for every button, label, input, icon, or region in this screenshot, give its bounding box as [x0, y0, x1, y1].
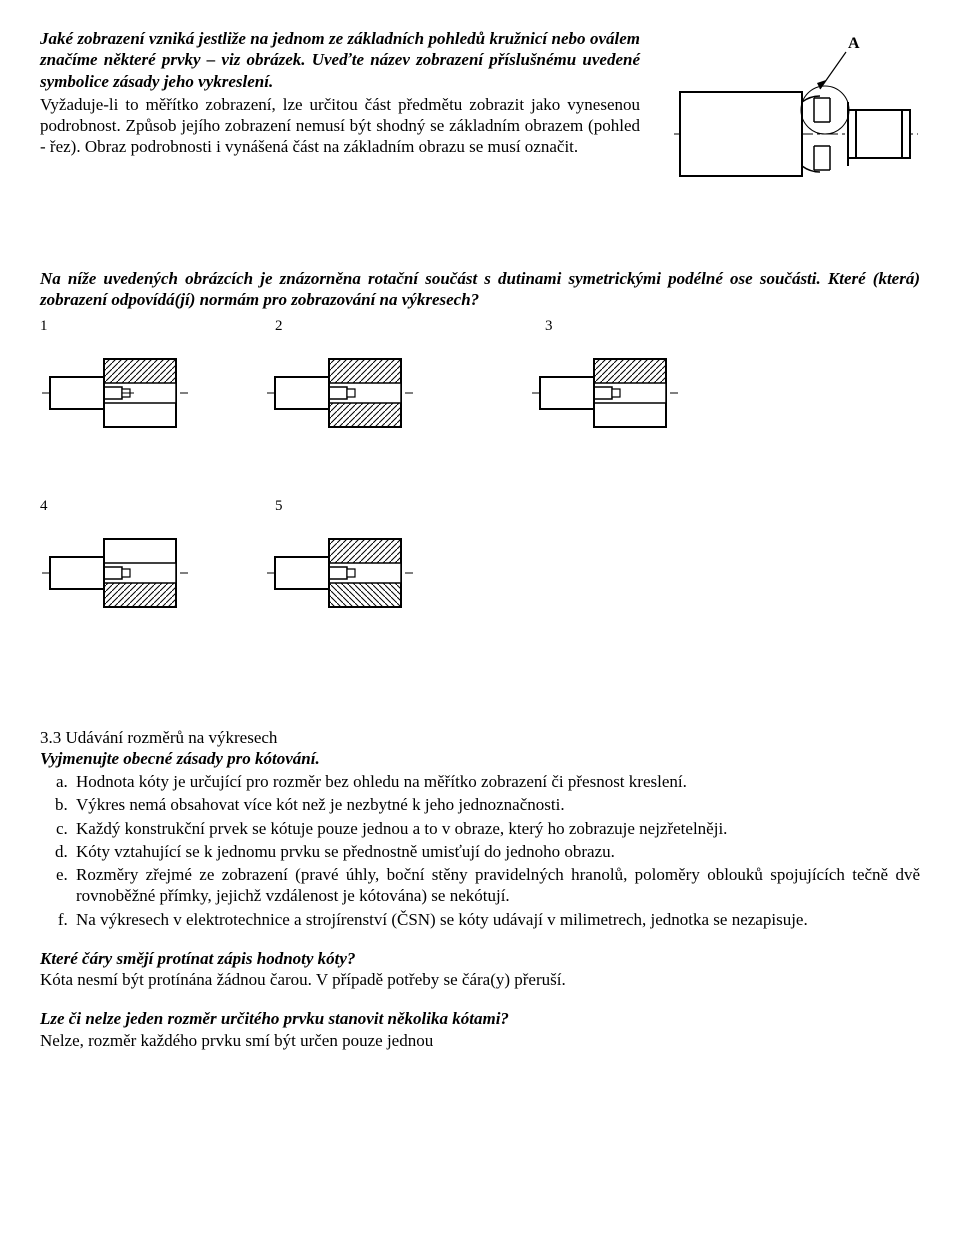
kotovani-item-a: Hodnota kóty je určující pro rozměr bez …	[72, 771, 920, 792]
fig-num-1: 1	[40, 317, 48, 336]
fig-num-3: 3	[545, 317, 553, 336]
q2-prompt: Na níže uvedených obrázcích je znázorněn…	[40, 268, 920, 311]
part-figure-3	[530, 345, 680, 441]
q3-answer: Kóta nesmí být protínána žádnou čarou. V…	[40, 969, 920, 990]
section-3-3-heading: 3.3 Udávání rozměrů na výkresech	[40, 727, 920, 748]
section-3-3-intro: Vyjmenujte obecné zásady pro kótování.	[40, 748, 920, 769]
part-figure-1	[40, 345, 190, 441]
q3-prompt: Které čáry smějí protínat zápis hodnoty …	[40, 948, 920, 969]
kotovani-item-e: Rozměry zřejmé ze zobrazení (pravé úhly,…	[72, 864, 920, 907]
part-figure-2	[265, 345, 415, 441]
kotovani-item-c: Každý konstrukční prvek se kótuje pouze …	[72, 818, 920, 839]
fig-num-4: 4	[40, 497, 48, 516]
part-figure-4	[40, 525, 190, 621]
kotovani-item-f: Na výkresech v elektrotechnice a strojír…	[72, 909, 920, 930]
figure-a-label: A	[848, 35, 860, 52]
q1-prompt: Jaké zobrazení vzniká jestliže na jednom…	[40, 28, 640, 92]
figure-row-2: 4 5	[40, 497, 920, 637]
figure-row-1: 1 2 3	[40, 317, 920, 467]
figure-a: A	[670, 34, 920, 214]
kotovani-item-d: Kóty vztahující se k jednomu prvku se př…	[72, 841, 920, 862]
fig-num-5: 5	[275, 497, 283, 516]
part-figure-5	[265, 525, 415, 621]
q4-prompt: Lze či nelze jeden rozměr určitého prvku…	[40, 1008, 920, 1029]
kotovani-list: Hodnota kóty je určující pro rozměr bez …	[40, 771, 920, 930]
kotovani-item-b: Výkres nemá obsahovat více kót než je ne…	[72, 794, 920, 815]
q4-answer: Nelze, rozměr každého prvku smí být urče…	[40, 1030, 920, 1051]
fig-num-2: 2	[275, 317, 283, 336]
q1-answer: Vyžaduje-li to měřítko zobrazení, lze ur…	[40, 94, 640, 158]
